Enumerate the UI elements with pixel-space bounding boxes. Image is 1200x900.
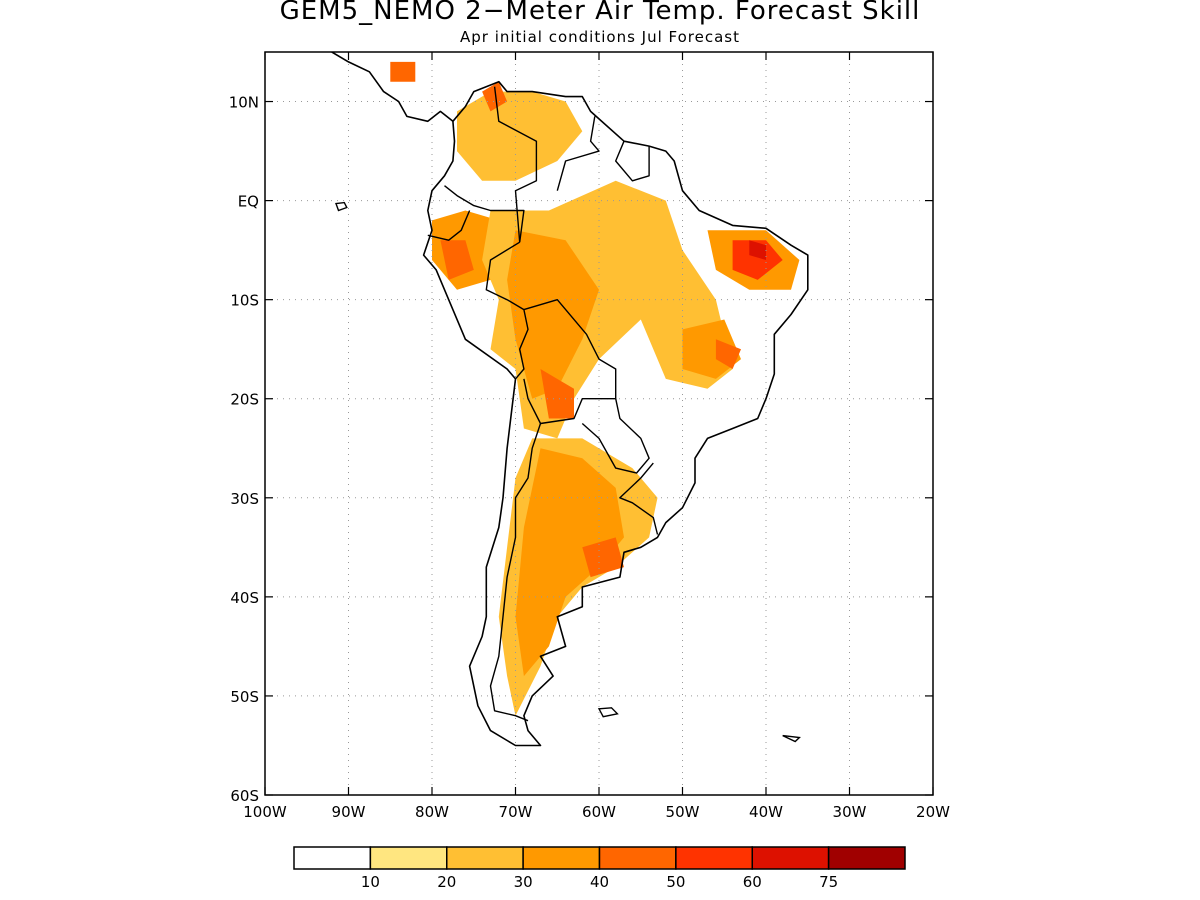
island-0 bbox=[335, 201, 348, 212]
lat-tick-label: 10S bbox=[230, 292, 259, 310]
country-borders bbox=[427, 86, 659, 722]
colorbar-swatch-4 bbox=[598, 846, 677, 870]
lon-tick-label: 30W bbox=[833, 803, 867, 821]
colorbar-label: 50 bbox=[666, 873, 685, 891]
island-1 bbox=[597, 707, 619, 718]
colorbar-swatch-0 bbox=[293, 846, 372, 870]
lat-tick-label: 20S bbox=[230, 391, 259, 409]
skill-region-1 bbox=[440, 240, 474, 280]
colorbar-label: 20 bbox=[437, 873, 456, 891]
skill-region-2 bbox=[457, 91, 583, 181]
lon-tick-label: 20W bbox=[916, 803, 950, 821]
colorbar-swatch-5 bbox=[675, 846, 753, 870]
colorbar-swatch-1 bbox=[369, 846, 448, 870]
skill-region-14 bbox=[582, 537, 624, 578]
lat-tick-label: 60S bbox=[230, 787, 259, 805]
skill-region-5 bbox=[507, 230, 599, 399]
lat-tick-label: EQ bbox=[238, 193, 259, 211]
coastline-1 bbox=[422, 80, 809, 747]
island-2 bbox=[782, 734, 801, 743]
lon-tick-label: 50W bbox=[666, 803, 700, 821]
border-9 bbox=[489, 423, 542, 722]
lon-tick-label: 80W bbox=[415, 803, 449, 821]
border-2 bbox=[615, 140, 650, 182]
map-subtitle: Apr initial conditions Jul Forecast bbox=[459, 28, 740, 46]
border-7 bbox=[581, 398, 650, 474]
coastlines bbox=[331, 52, 809, 747]
lat-tick-label: 40S bbox=[230, 589, 259, 607]
colorbar-label: 30 bbox=[514, 873, 533, 891]
colorbar: 10 20 30 40 50 60 75 bbox=[293, 846, 906, 891]
border-8 bbox=[619, 462, 659, 535]
coastline-0 bbox=[331, 52, 454, 123]
skill-region-8 bbox=[715, 339, 741, 369]
skill-region-11 bbox=[749, 240, 766, 260]
map-background bbox=[265, 52, 933, 795]
colorbar-swatch-6 bbox=[751, 846, 830, 870]
border-4 bbox=[444, 185, 525, 243]
colorbar-label: 75 bbox=[819, 873, 838, 891]
colorbar-swatch-3 bbox=[522, 846, 601, 870]
lat-tick-label: 50S bbox=[230, 688, 259, 706]
lon-tick-label: 40W bbox=[749, 803, 783, 821]
border-0 bbox=[493, 86, 538, 243]
skill-region-3 bbox=[482, 81, 508, 112]
lat-tick-label: 30S bbox=[230, 490, 259, 508]
colorbar-swatch-2 bbox=[446, 846, 524, 870]
skill-region-15 bbox=[390, 61, 416, 82]
map-title: GEM5_NEMO 2−Meter Air Temp. Forecast Ski… bbox=[279, 0, 921, 26]
skill-region-10 bbox=[732, 240, 783, 280]
lon-tick-label: 70W bbox=[499, 803, 533, 821]
skill-region-13 bbox=[515, 448, 624, 677]
border-5 bbox=[427, 210, 471, 241]
lon-tick-label: 60W bbox=[582, 803, 616, 821]
skill-shading bbox=[390, 61, 800, 716]
lon-tick-label: 100W bbox=[243, 803, 287, 821]
colorbar-label: 10 bbox=[361, 873, 380, 891]
colorbar-swatch-7 bbox=[827, 846, 906, 870]
colorbar-label: 60 bbox=[743, 873, 762, 891]
colorbar-label: 40 bbox=[590, 873, 609, 891]
border-1 bbox=[556, 116, 600, 191]
skill-region-6 bbox=[540, 369, 574, 419]
lat-tick-label: 10N bbox=[229, 94, 259, 112]
lon-tick-label: 90W bbox=[332, 803, 366, 821]
